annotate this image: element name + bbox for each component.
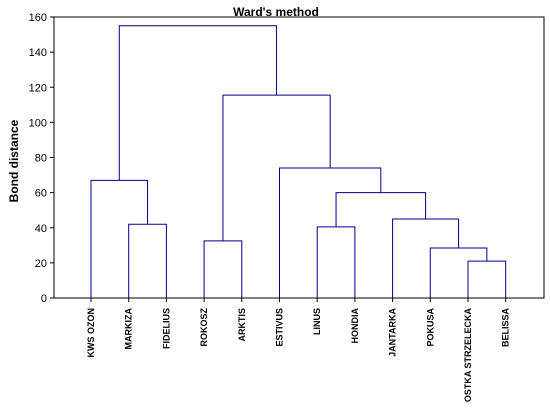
y-tick-label: 40 — [35, 223, 47, 235]
dendrogram-link — [467, 260, 507, 298]
y-tick-label: 80 — [35, 153, 47, 165]
leaf-label: ARKTIS — [237, 308, 247, 342]
y-tick-label: 140 — [29, 47, 47, 59]
y-axis-ticks: 0 20 40 60 80 100 120 140 160 — [29, 12, 54, 305]
y-tick-label: 60 — [35, 188, 47, 200]
dendrogram-link — [392, 218, 460, 298]
leaf-label: ROKOSZ — [199, 308, 209, 347]
leaf-label: JANTARKA — [388, 308, 398, 357]
leaf-label: HONDIA — [350, 308, 360, 344]
leaf-label: ESTIVUS — [275, 308, 285, 347]
dendrogram-link — [279, 167, 382, 298]
leaf-label: BELISSA — [501, 308, 511, 348]
dendrogram-link — [118, 25, 278, 181]
dendrogram-link — [316, 226, 356, 298]
y-tick-label: 160 — [29, 12, 47, 24]
chart-title: Ward's method — [233, 5, 319, 19]
dendrogram-links — [90, 25, 507, 298]
leaf-label: FIDELIUS — [161, 308, 171, 349]
y-tick-label: 20 — [35, 258, 47, 270]
leaf-labels: KWS OZON MARKIZA FIDELIUS ROKOSZ ARKTIS ESTIV… — [86, 298, 511, 402]
leaf-label: KWS OZON — [86, 308, 96, 358]
dendrogram-link — [335, 192, 427, 227]
leaf-label: MARKIZA — [124, 308, 134, 350]
dendrogram-link — [90, 179, 149, 298]
dendrogram-link — [203, 240, 243, 298]
y-tick-label: 120 — [29, 82, 47, 94]
y-axis-label: Bond distance — [7, 119, 21, 202]
leaf-label: POKUSA — [425, 308, 435, 347]
y-tick-label: 0 — [41, 293, 47, 305]
y-tick-label: 100 — [29, 117, 47, 129]
dendrogram-link — [128, 223, 167, 298]
leaf-label: OSTKA STRZELECKA — [463, 308, 473, 403]
dendrogram-link — [429, 247, 488, 298]
plot-frame — [53, 16, 545, 299]
leaf-label: LINUS — [312, 308, 322, 335]
